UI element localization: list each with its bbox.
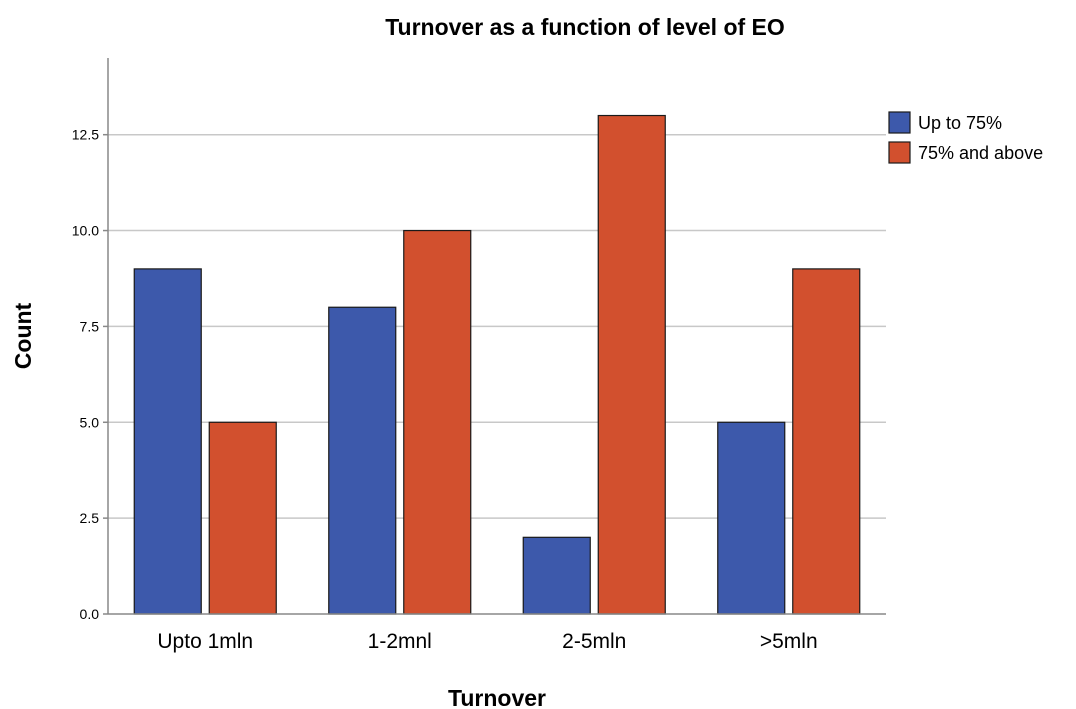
y-tick-label: 0.0 [80, 606, 100, 622]
y-tick-label: 10.0 [72, 223, 99, 239]
bar-75-and-above [403, 229, 472, 615]
legend-swatch [888, 111, 911, 134]
y-tick-label: 7.5 [80, 318, 100, 334]
bar-up-to-75 [522, 536, 591, 615]
x-tick-label: >5mln [760, 630, 818, 653]
bar-up-to-75 [717, 421, 786, 615]
bars [133, 114, 861, 615]
bar-75-and-above [208, 421, 277, 615]
x-tick-label: Upto 1mln [157, 630, 253, 653]
x-axis-ticks: Upto 1mln 1-2mnl 2-5mln >5mln [157, 630, 817, 653]
y-tick-label: 2.5 [80, 510, 100, 526]
bar-up-to-75 [328, 306, 397, 615]
bar-75-and-above [597, 114, 666, 615]
legend-label: Up to 75% [918, 113, 1002, 133]
y-tick-label: 5.0 [80, 414, 100, 430]
y-axis-title: Count [10, 302, 36, 369]
x-tick-label: 1-2mnl [368, 630, 432, 653]
y-tick-label: 12.5 [72, 127, 99, 143]
bar-up-to-75 [133, 268, 202, 615]
legend-label: 75% and above [918, 143, 1043, 163]
y-axis-ticks: 0.0 2.5 5.0 7.5 10.0 12.5 [72, 127, 108, 622]
legend: Up to 75% 75% and above [888, 111, 1043, 164]
bar-75-and-above [792, 268, 861, 615]
x-tick-label: 2-5mln [562, 630, 626, 653]
chart-title: Turnover as a function of level of EO [385, 14, 785, 40]
x-axis-title: Turnover [448, 685, 546, 709]
legend-swatch [888, 141, 911, 164]
